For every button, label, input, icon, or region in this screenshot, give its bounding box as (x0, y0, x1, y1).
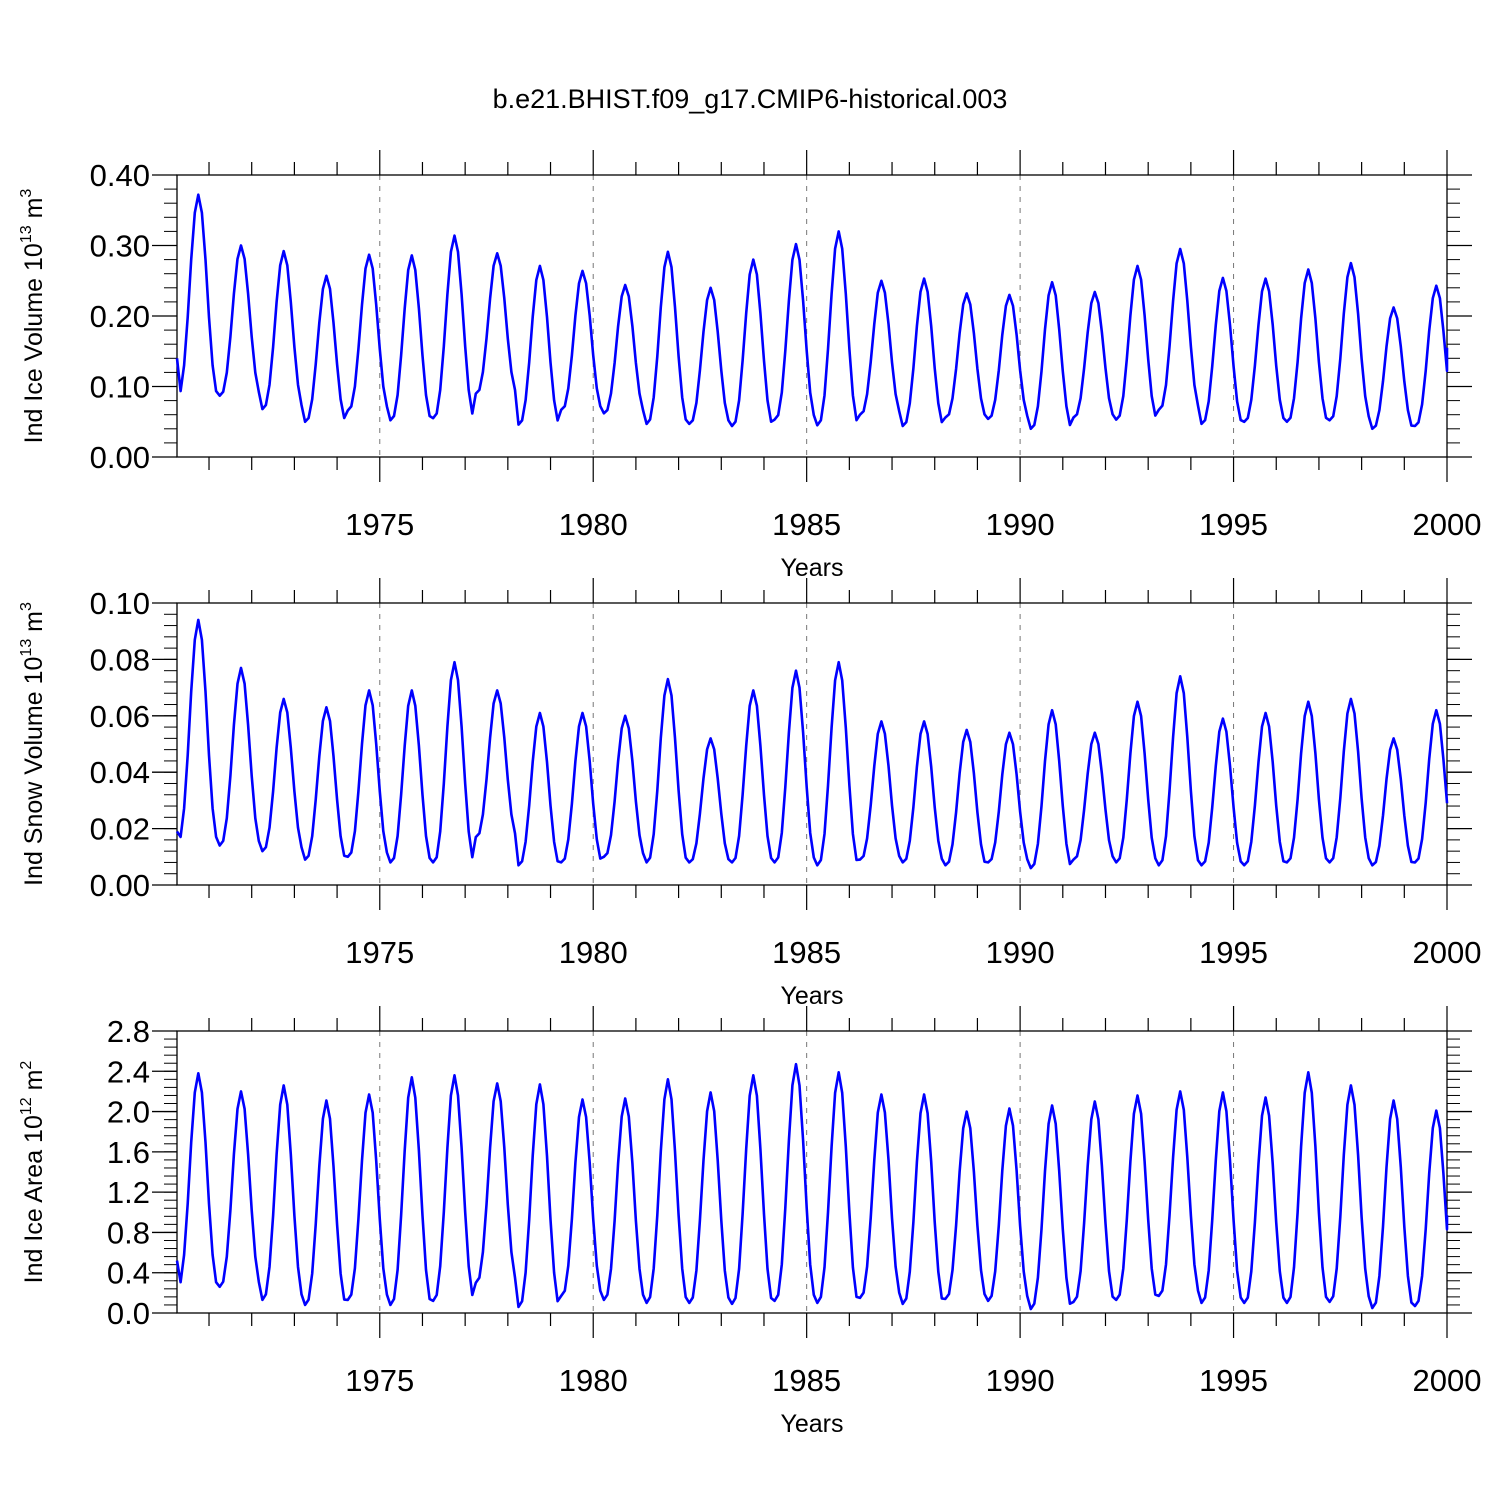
series-line (175, 193, 1449, 431)
y-tick-label: 0.00 (90, 868, 150, 903)
chart-title: b.e21.BHIST.f09_g17.CMIP6-historical.003 (492, 84, 1008, 114)
y-tick-label: 0.10 (90, 370, 150, 405)
y-tick-label: 0.30 (90, 229, 150, 264)
y-axis-title: Ind Ice Volume 1013 m3 (18, 189, 48, 444)
plot-frame (176, 174, 1448, 458)
x-axis-title: Years (780, 982, 843, 1010)
y-tick-label: 2.8 (107, 1014, 150, 1049)
x-tick-label: 1975 (345, 1363, 414, 1398)
x-tick-label: 1985 (772, 507, 841, 542)
y-tick-label: 0.40 (90, 158, 150, 193)
y-tick-label: 0.4 (107, 1256, 150, 1291)
y-tick-label: 1.6 (107, 1135, 150, 1170)
series-line (175, 618, 1449, 870)
y-tick-label: 0.00 (90, 440, 150, 475)
y-tick-label: 0.08 (90, 642, 150, 677)
x-tick-label: 1995 (1199, 1363, 1268, 1398)
y-tick-label: 0.20 (90, 299, 150, 334)
plot-frame (176, 602, 1448, 886)
y-tick-label: 0.06 (90, 699, 150, 734)
y-tick-label: 0.0 (107, 1296, 150, 1331)
y-tick-label: 2.0 (107, 1095, 150, 1130)
x-axis-title: Years (780, 554, 843, 582)
x-tick-label: 2000 (1413, 935, 1482, 970)
y-tick-label: 1.2 (107, 1175, 150, 1210)
plot-frame (176, 1030, 1448, 1314)
x-tick-label: 1995 (1199, 935, 1268, 970)
x-tick-label: 1985 (772, 935, 841, 970)
x-tick-label: 1995 (1199, 507, 1268, 542)
y-axis-title: Ind Ice Area 1012 m2 (18, 1061, 48, 1284)
x-tick-label: 1975 (345, 935, 414, 970)
x-tick-label: 1980 (559, 935, 628, 970)
y-tick-label: 2.4 (107, 1054, 150, 1089)
x-tick-label: 1985 (772, 1363, 841, 1398)
y-tick-label: 0.02 (90, 812, 150, 847)
panel-ind-ice-area: 0.0 0.4 0.8 1.2 1.6 2.0 2.4 2.8 1975 1980 1985 1990… (18, 1006, 1481, 1438)
series-line (175, 1062, 1449, 1311)
x-tick-label: 2000 (1413, 507, 1482, 542)
x-tick-label: 1990 (986, 507, 1055, 542)
y-tick-label: 0.10 (90, 586, 150, 621)
x-tick-label: 1980 (559, 507, 628, 542)
x-tick-label: 1980 (559, 1363, 628, 1398)
y-tick-label: 0.8 (107, 1215, 150, 1250)
x-tick-label: 1975 (345, 507, 414, 542)
panel-ind-snow-volume: 0.00 0.02 0.04 0.06 0.08 0.10 1975 1980 1985 1990… (18, 578, 1481, 1010)
x-tick-label: 2000 (1413, 1363, 1482, 1398)
x-tick-label: 1990 (986, 1363, 1055, 1398)
y-tick-label: 0.04 (90, 755, 150, 790)
panel-ind-ice-volume: 0.00 0.10 0.20 0.30 0.40 1975 1980 1985 1990 1995… (18, 150, 1481, 582)
y-axis-title: Ind Snow Volume 1013 m3 (18, 602, 48, 886)
x-axis-title: Years (780, 1410, 843, 1438)
x-tick-label: 1990 (986, 935, 1055, 970)
